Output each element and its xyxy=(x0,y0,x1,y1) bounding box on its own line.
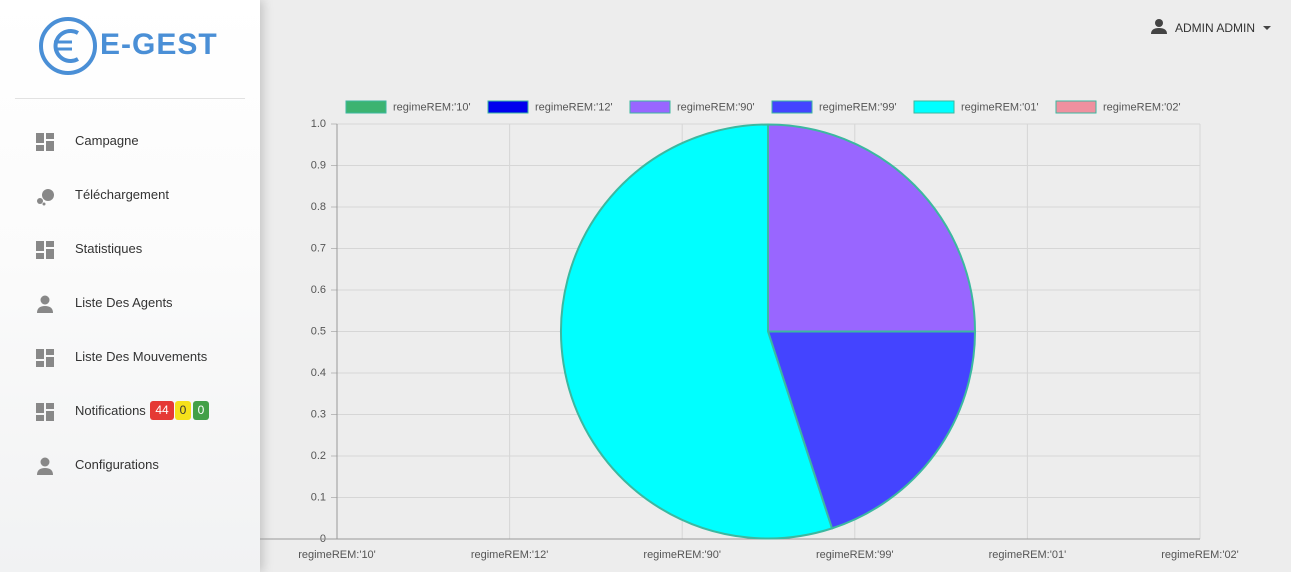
nav-icon xyxy=(37,295,53,313)
y-tick-label: 0.1 xyxy=(311,491,326,503)
y-tick-label: 0.2 xyxy=(311,450,326,462)
nav-icon xyxy=(37,189,54,206)
nav-label[interactable]: Liste Des Mouvements xyxy=(75,349,208,364)
brand: E-GEST xyxy=(100,28,218,61)
legend-swatch xyxy=(487,100,529,114)
badge: 0 xyxy=(175,401,191,420)
legend-swatch xyxy=(913,100,955,114)
legend-label: regimeREM:'99' xyxy=(819,101,897,113)
separator xyxy=(15,98,245,99)
x-tick-label: regimeREM:'01' xyxy=(989,549,1067,561)
legend-swatch xyxy=(629,100,671,114)
nav-icon xyxy=(36,403,54,421)
nav-icon xyxy=(36,133,54,151)
legend-label: regimeREM:'12' xyxy=(535,101,613,113)
nav-item[interactable]: Statistiques xyxy=(0,234,260,264)
x-tick-label: regimeREM:'99' xyxy=(816,549,894,561)
legend-label: regimeREM:'02' xyxy=(1103,101,1181,113)
nav-label[interactable]: Configurations xyxy=(75,457,159,472)
nav-label[interactable]: Notifications xyxy=(75,403,146,418)
legend-label: regimeREM:'90' xyxy=(677,101,755,113)
y-tick-label: 0.8 xyxy=(311,201,326,213)
legend-swatch xyxy=(1055,100,1097,114)
legend-label: regimeREM:'10' xyxy=(393,101,471,113)
nav-item[interactable]: Notifications 44 0 0 xyxy=(0,396,260,426)
sidebar: E-GEST Campagne Téléchargement Statistiq… xyxy=(0,0,260,572)
y-tick-label: 0.5 xyxy=(311,325,326,337)
legend-label: regimeREM:'01' xyxy=(961,101,1039,113)
nav-label[interactable]: Liste Des Agents xyxy=(75,295,173,310)
x-tick-label: regimeREM:'02' xyxy=(1161,549,1239,561)
nav-label[interactable]: Téléchargement xyxy=(75,187,169,202)
nav-item[interactable]: Liste Des Mouvements xyxy=(0,342,260,372)
x-tick-label: regimeREM:'12' xyxy=(471,549,549,561)
x-tick-label: regimeREM:'90' xyxy=(643,549,721,561)
nav-icon xyxy=(36,349,54,367)
y-tick-label: 0.6 xyxy=(311,284,326,296)
nav-label[interactable]: Campagne xyxy=(75,133,139,148)
logo-icon xyxy=(39,17,97,75)
badge: 0 xyxy=(193,401,209,420)
user-icon xyxy=(1151,19,1167,34)
legend-swatch xyxy=(345,100,387,114)
nav-item[interactable]: Téléchargement xyxy=(0,180,260,210)
y-tick-label: 0.4 xyxy=(311,367,326,379)
nav-label[interactable]: Statistiques xyxy=(75,241,143,256)
pie-slice xyxy=(767,123,977,333)
y-tick-label: 0.7 xyxy=(311,242,326,254)
nav-item[interactable]: Campagne xyxy=(0,126,260,156)
y-tick-label: 0.9 xyxy=(311,159,326,171)
nav-icon xyxy=(37,457,53,475)
y-tick-label: 0.3 xyxy=(311,408,326,420)
caret xyxy=(1263,26,1271,30)
nav-icon xyxy=(36,241,54,259)
pie-slice xyxy=(766,330,977,530)
nav-item[interactable]: Liste Des Agents xyxy=(0,288,260,318)
legend-swatch xyxy=(771,100,813,114)
y-tick-label: 1.0 xyxy=(311,118,326,130)
pie-slice xyxy=(560,123,834,540)
x-tick-label: regimeREM:'10' xyxy=(298,549,376,561)
user-name[interactable]: ADMIN ADMIN xyxy=(1175,21,1256,35)
chart: 00.10.20.30.40.50.60.70.80.91.0regimeREM… xyxy=(260,100,1239,561)
badge: 44 xyxy=(150,401,174,420)
nav-item[interactable]: Configurations xyxy=(0,450,260,480)
